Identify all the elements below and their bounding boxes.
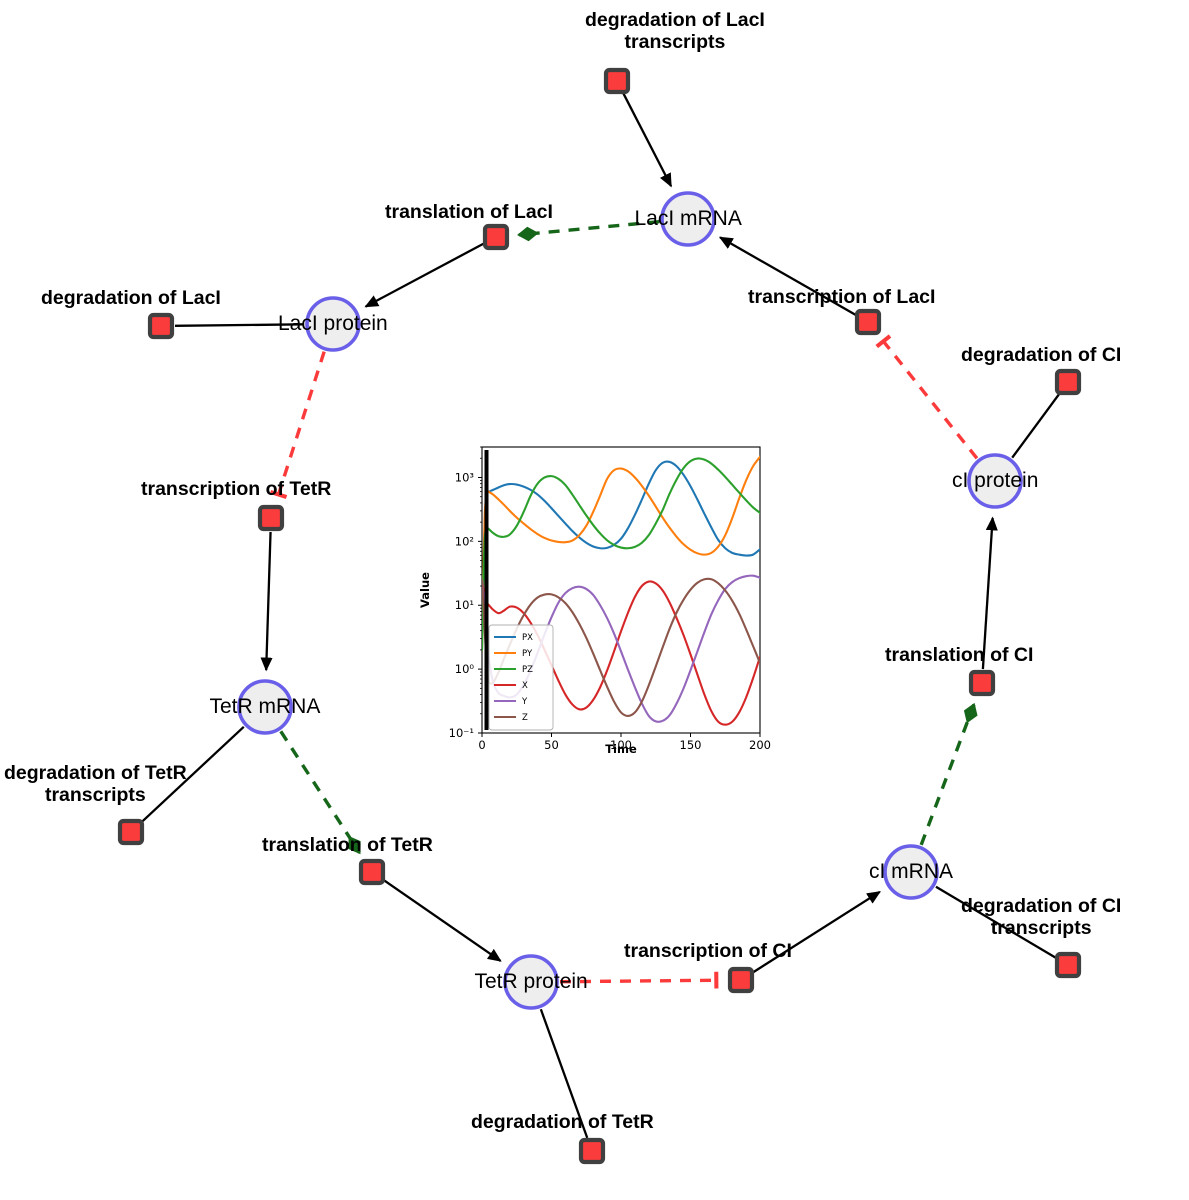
reaction-label-line: transcripts xyxy=(624,30,726,53)
reaction-node-deg_tetR[interactable] xyxy=(578,1137,606,1165)
reaction-node-transl_cI[interactable] xyxy=(968,669,996,697)
reaction-node-deg_lacI_tr[interactable] xyxy=(603,67,631,95)
chart-ylabel: Value xyxy=(418,572,432,608)
chart-ytick-label: 10² xyxy=(455,534,474,548)
reaction-label-transc_lacI: transcription of LacI xyxy=(748,286,936,309)
chart-xlabel: Time xyxy=(605,742,637,756)
chart-xtick-label: 100 xyxy=(610,738,632,752)
edge-deg_lacI-to-lacI_prot xyxy=(174,323,305,327)
edge-deg_cI-to-cI_prot xyxy=(1011,392,1061,459)
species-label-cI_prot: cI protein xyxy=(952,469,1039,492)
timecourse-chart: 0 50 100 150 200 10⁻¹ 10⁰ 10¹ 10² 10³ PX PY PZ X Y Z T… xyxy=(411,428,771,758)
edge-transl_tetR-to-tetR_prot xyxy=(382,879,502,962)
species-label-cI_mrna: cI mRNA xyxy=(869,860,953,883)
reaction-label-line: translation of CI xyxy=(885,644,1034,666)
reaction-node-deg_tetR_tr[interactable] xyxy=(117,818,145,846)
species-node-lacI_mrna[interactable] xyxy=(660,191,716,247)
reaction-label-transl_cI: translation of CI xyxy=(885,644,1034,667)
reaction-node-transc_lacI[interactable] xyxy=(854,308,882,336)
chart-legend-box xyxy=(488,624,554,731)
chart-legend-label-PX: PX xyxy=(522,633,533,643)
species-label-tetR_prot: TetR protein xyxy=(474,970,588,993)
reaction-label-deg_tetR: degradation of TetR xyxy=(471,1111,654,1134)
chart-ytick-label: 10⁰ xyxy=(455,662,475,676)
chart-line-PZ xyxy=(482,457,760,651)
species-label-lacI_prot: LacI protein xyxy=(278,312,388,335)
chart-svg: 0 50 100 150 200 10⁻¹ 10⁰ 10¹ 10² 10³ PX PY PZ XYZ T… xyxy=(411,428,771,758)
reaction-label-deg_lacI: degradation of LacI xyxy=(41,287,221,310)
edge-lacI_prot-to-transc_tetR xyxy=(269,351,326,500)
chart-ticks: 0 50 100 150 200 10⁻¹ 10⁰ 10¹ 10² 10³ xyxy=(449,446,771,752)
reaction-label-line: translation of TetR xyxy=(262,834,433,856)
reaction-label-deg_tetR_tr: degradation of TetR transcripts xyxy=(4,762,187,807)
chart-legend-label-PY: PY xyxy=(522,649,533,659)
reaction-node-deg_cI[interactable] xyxy=(1054,368,1082,396)
reaction-label-line: degradation of LacI xyxy=(41,287,221,309)
edge-lacI_mrna-to-transl_lacI xyxy=(517,220,660,242)
reaction-label-transl_tetR: translation of TetR xyxy=(262,834,433,857)
chart-line-PY xyxy=(482,455,760,651)
species-node-tetR_prot[interactable] xyxy=(503,954,559,1010)
reaction-label-transl_lacI: translation of LacI xyxy=(385,201,553,224)
reaction-node-deg_cI_tr[interactable] xyxy=(1054,951,1082,979)
species-node-cI_mrna[interactable] xyxy=(883,844,939,900)
reaction-label-line: translation of LacI xyxy=(385,201,553,223)
reaction-label-deg_cI: degradation of CI xyxy=(961,344,1122,367)
edge-cI_mrna-to-deg_cI_tr xyxy=(935,885,1057,959)
species-node-tetR_mrna[interactable] xyxy=(237,679,293,735)
edge-deg_lacI_tr-to-lacI_mrna xyxy=(622,92,673,188)
species-node-cI_prot[interactable] xyxy=(967,453,1023,509)
chart-xtick-label: 50 xyxy=(544,738,559,752)
chart-ytick-label: 10¹ xyxy=(455,598,474,612)
species-node-lacI_prot[interactable] xyxy=(305,296,361,352)
reaction-label-line: transcripts xyxy=(990,916,1092,939)
edge-transc_lacI-to-lacI_mrna xyxy=(718,236,857,317)
reaction-label-line: degradation of TetR xyxy=(471,1111,654,1133)
reaction-label-line: degradation of LacI xyxy=(585,9,765,31)
chart-legend-label-X: X xyxy=(522,681,528,691)
edge-cI_mrna-to-transl_cI xyxy=(919,702,978,846)
chart-line-PX xyxy=(482,460,760,651)
reaction-label-line: transcription of TetR xyxy=(141,478,332,500)
reaction-label-line: transcription of CI xyxy=(624,940,792,962)
chart-legend-label-Y: Y xyxy=(521,697,528,707)
species-label-tetR_mrna: TetR mRNA xyxy=(209,695,321,718)
reaction-label-transc_cI: transcription of CI xyxy=(624,940,792,963)
reaction-label-line: degradation of CI xyxy=(961,344,1122,366)
edge-transl_lacI-to-lacI_prot xyxy=(364,242,485,308)
chart-xtick-label: 150 xyxy=(680,738,702,752)
reaction-label-line: degradation of TetR xyxy=(4,762,187,784)
edge-tetR_mrna-to-transl_tetR xyxy=(279,730,361,855)
edge-tetR_mrna-to-deg_tetR_tr xyxy=(140,725,245,824)
reaction-label-deg_cI_tr: degradation of CI transcripts xyxy=(961,895,1122,940)
edge-tetR_prot-to-transc_cI xyxy=(559,971,719,989)
chart-series xyxy=(482,455,760,726)
reaction-node-transc_cI[interactable] xyxy=(727,966,755,994)
reaction-label-line: degradation of CI xyxy=(961,895,1122,917)
edge-transl_cI-to-cI_prot xyxy=(981,516,998,670)
chart-legend: PX PY PZ XYZ xyxy=(488,624,554,731)
reaction-label-line: transcripts xyxy=(44,783,146,806)
chart-legend-label-PZ: PZ xyxy=(522,665,533,675)
edge-tetR_prot-to-deg_tetR xyxy=(539,1008,589,1139)
species-label-lacI_mrna: LacI mRNA xyxy=(634,207,742,230)
edge-cI_prot-to-transc_lacI xyxy=(875,334,979,460)
reaction-node-transl_tetR[interactable] xyxy=(358,858,386,886)
edge-transc_tetR-to-tetR_mrna xyxy=(260,531,273,672)
chart-xtick-label: 200 xyxy=(749,738,771,752)
chart-ytick-label: 10⁻¹ xyxy=(449,726,474,740)
edge-transc_cI-to-cI_mrna xyxy=(752,890,881,974)
reaction-node-transl_lacI[interactable] xyxy=(482,223,510,251)
chart-xtick-label: 0 xyxy=(478,738,485,752)
reaction-node-deg_lacI[interactable] xyxy=(147,312,175,340)
reaction-label-transc_tetR: transcription of TetR xyxy=(141,478,332,501)
chart-ytick-label: 10³ xyxy=(455,470,475,484)
reaction-node-transc_tetR[interactable] xyxy=(257,504,285,532)
chart-legend-label-Z: Z xyxy=(522,713,528,723)
reaction-label-line: transcription of LacI xyxy=(748,286,936,308)
reaction-label-deg_lacI_tr: degradation of LacI transcripts xyxy=(585,9,765,54)
